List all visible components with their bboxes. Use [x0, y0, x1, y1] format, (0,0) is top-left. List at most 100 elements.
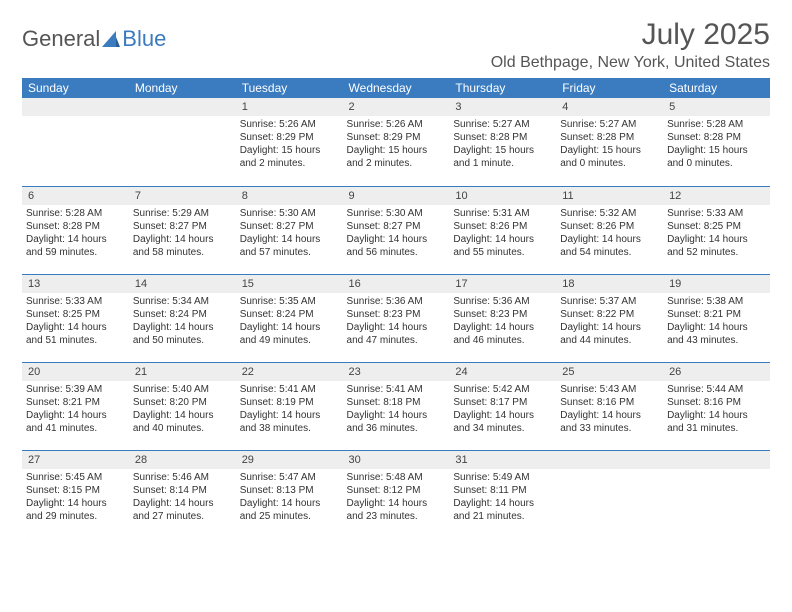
daylight-text: Daylight: 15 hours and 0 minutes.: [560, 144, 659, 170]
calendar-day-cell: 20 Sunrise: 5:39 AMSunset: 8:21 PMDayligh…: [22, 362, 129, 450]
sunrise-text: Sunrise: 5:44 AM: [667, 383, 766, 396]
weekday-header: Wednesday: [343, 78, 450, 98]
sunrise-text: Sunrise: 5:31 AM: [453, 207, 552, 220]
sunrise-text: Sunrise: 5:36 AM: [347, 295, 446, 308]
calendar-day-cell: 3Sunrise: 5:27 AMSunset: 8:28 PMDaylight…: [449, 98, 556, 186]
day-number-empty: [129, 98, 236, 116]
calendar-week-row: 1Sunrise: 5:26 AMSunset: 8:29 PMDaylight…: [22, 98, 770, 186]
calendar-day-cell: 27Sunrise: 5:45 AMSunset: 8:15 PMDayligh…: [22, 450, 129, 538]
daylight-text: Daylight: 14 hours and 49 minutes.: [240, 321, 339, 347]
daylight-text: Daylight: 14 hours and 40 minutes.: [133, 409, 232, 435]
calendar-day-cell: 17Sunrise: 5:36 AMSunset: 8:23 PMDayligh…: [449, 274, 556, 362]
day-number: 30: [343, 451, 450, 469]
day-number: 15: [236, 275, 343, 293]
sunset-text: Sunset: 8:23 PM: [347, 308, 446, 321]
day-number: 17: [449, 275, 556, 293]
sunrise-text: Sunrise: 5:32 AM: [560, 207, 659, 220]
day-number: 11: [556, 187, 663, 205]
sunrise-text: Sunrise: 5:36 AM: [453, 295, 552, 308]
calendar-week-row: 20Sunrise: 5:39 AMSunset: 8:21 PMDayligh…: [22, 362, 770, 450]
calendar-day-cell: 4Sunrise: 5:27 AMSunset: 8:28 PMDaylight…: [556, 98, 663, 186]
logo: General Blue: [22, 26, 166, 52]
sunrise-text: Sunrise: 5:45 AM: [26, 471, 125, 484]
weekday-header: Friday: [556, 78, 663, 98]
daylight-text: Daylight: 14 hours and 31 minutes.: [667, 409, 766, 435]
daylight-text: Daylight: 14 hours and 52 minutes.: [667, 233, 766, 259]
day-number: 27: [22, 451, 129, 469]
month-title: July 2025: [491, 18, 770, 52]
calendar-day-cell: [22, 98, 129, 186]
daylight-text: Daylight: 14 hours and 47 minutes.: [347, 321, 446, 347]
calendar-week-row: 27Sunrise: 5:45 AMSunset: 8:15 PMDayligh…: [22, 450, 770, 538]
calendar-day-cell: 19Sunrise: 5:38 AMSunset: 8:21 PMDayligh…: [663, 274, 770, 362]
calendar-day-cell: [129, 98, 236, 186]
calendar-day-cell: 30Sunrise: 5:48 AMSunset: 8:12 PMDayligh…: [343, 450, 450, 538]
sunrise-text: Sunrise: 5:41 AM: [347, 383, 446, 396]
daylight-text: Daylight: 14 hours and 57 minutes.: [240, 233, 339, 259]
daylight-text: Daylight: 14 hours and 34 minutes.: [453, 409, 552, 435]
sunrise-text: Sunrise: 5:27 AM: [453, 118, 552, 131]
day-number: 7: [129, 187, 236, 205]
calendar-day-cell: 26Sunrise: 5:44 AMSunset: 8:16 PMDayligh…: [663, 362, 770, 450]
sunset-text: Sunset: 8:28 PM: [453, 131, 552, 144]
weekday-header: Monday: [129, 78, 236, 98]
sunset-text: Sunset: 8:28 PM: [560, 131, 659, 144]
day-number: 28: [129, 451, 236, 469]
sunset-text: Sunset: 8:29 PM: [347, 131, 446, 144]
calendar-day-cell: 10Sunrise: 5:31 AMSunset: 8:26 PMDayligh…: [449, 186, 556, 274]
calendar-day-cell: 23Sunrise: 5:41 AMSunset: 8:18 PMDayligh…: [343, 362, 450, 450]
sunset-text: Sunset: 8:24 PM: [133, 308, 232, 321]
day-number-empty: [22, 98, 129, 116]
sunrise-text: Sunrise: 5:28 AM: [667, 118, 766, 131]
sunrise-text: Sunrise: 5:42 AM: [453, 383, 552, 396]
day-number-empty: [663, 451, 770, 469]
calendar-day-cell: 18Sunrise: 5:37 AMSunset: 8:22 PMDayligh…: [556, 274, 663, 362]
sunrise-text: Sunrise: 5:48 AM: [347, 471, 446, 484]
day-number: 29: [236, 451, 343, 469]
sunset-text: Sunset: 8:19 PM: [240, 396, 339, 409]
sunrise-text: Sunrise: 5:26 AM: [240, 118, 339, 131]
calendar-day-cell: 22Sunrise: 5:41 AMSunset: 8:19 PMDayligh…: [236, 362, 343, 450]
daylight-text: Daylight: 14 hours and 41 minutes.: [26, 409, 125, 435]
weekday-header: Tuesday: [236, 78, 343, 98]
calendar-day-cell: 31Sunrise: 5:49 AMSunset: 8:11 PMDayligh…: [449, 450, 556, 538]
calendar-day-cell: 1Sunrise: 5:26 AMSunset: 8:29 PMDaylight…: [236, 98, 343, 186]
calendar-day-cell: 16Sunrise: 5:36 AMSunset: 8:23 PMDayligh…: [343, 274, 450, 362]
calendar-table: SundayMondayTuesdayWednesdayThursdayFrid…: [22, 78, 770, 538]
calendar-day-cell: [663, 450, 770, 538]
day-number: 20: [22, 363, 129, 381]
sunset-text: Sunset: 8:26 PM: [453, 220, 552, 233]
weekday-header: Thursday: [449, 78, 556, 98]
daylight-text: Daylight: 14 hours and 51 minutes.: [26, 321, 125, 347]
sunset-text: Sunset: 8:16 PM: [560, 396, 659, 409]
sunset-text: Sunset: 8:28 PM: [667, 131, 766, 144]
daylight-text: Daylight: 15 hours and 1 minute.: [453, 144, 552, 170]
sunset-text: Sunset: 8:16 PM: [667, 396, 766, 409]
logo-text-general: General: [22, 26, 100, 52]
sunset-text: Sunset: 8:13 PM: [240, 484, 339, 497]
sunset-text: Sunset: 8:28 PM: [26, 220, 125, 233]
day-number: 23: [343, 363, 450, 381]
calendar-day-cell: 12Sunrise: 5:33 AMSunset: 8:25 PMDayligh…: [663, 186, 770, 274]
sunset-text: Sunset: 8:14 PM: [133, 484, 232, 497]
day-number: 12: [663, 187, 770, 205]
sunset-text: Sunset: 8:27 PM: [347, 220, 446, 233]
daylight-text: Daylight: 14 hours and 21 minutes.: [453, 497, 552, 523]
day-number: 18: [556, 275, 663, 293]
calendar-day-cell: 28 Sunrise: 5:46 AMSunset: 8:14 PMDayligh…: [129, 450, 236, 538]
sunset-text: Sunset: 8:21 PM: [26, 396, 125, 409]
daylight-text: Daylight: 14 hours and 59 minutes.: [26, 233, 125, 259]
sunrise-text: Sunrise: 5:41 AM: [240, 383, 339, 396]
day-number: 9: [343, 187, 450, 205]
sunrise-text: Sunrise: 5:33 AM: [26, 295, 125, 308]
sunrise-text: Sunrise: 5:39 AM: [26, 383, 125, 396]
calendar-day-cell: 13Sunrise: 5:33 AMSunset: 8:25 PMDayligh…: [22, 274, 129, 362]
title-block: July 2025 Old Bethpage, New York, United…: [491, 18, 770, 72]
sunrise-text: Sunrise: 5:46 AM: [133, 471, 232, 484]
daylight-text: Daylight: 14 hours and 23 minutes.: [347, 497, 446, 523]
daylight-text: Daylight: 14 hours and 58 minutes.: [133, 233, 232, 259]
sunrise-text: Sunrise: 5:34 AM: [133, 295, 232, 308]
day-number: 24: [449, 363, 556, 381]
daylight-text: Daylight: 14 hours and 27 minutes.: [133, 497, 232, 523]
calendar-day-cell: 11Sunrise: 5:32 AMSunset: 8:26 PMDayligh…: [556, 186, 663, 274]
